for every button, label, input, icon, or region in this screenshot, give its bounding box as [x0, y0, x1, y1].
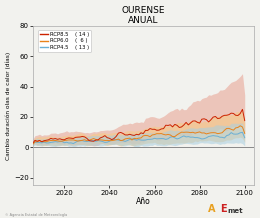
Text: A: A [208, 204, 216, 214]
X-axis label: Año: Año [136, 197, 151, 206]
Title: OURENSE
ANUAL: OURENSE ANUAL [121, 5, 165, 25]
Text: © Agencia Estatal de Meteorología: © Agencia Estatal de Meteorología [5, 213, 67, 217]
Y-axis label: Cambio duración olas de calor (días): Cambio duración olas de calor (días) [5, 51, 11, 160]
Legend: RCP8.5    ( 14 ), RCP6.0    (  6 ), RCP4.5    ( 13 ): RCP8.5 ( 14 ), RCP6.0 ( 6 ), RCP4.5 ( 13… [38, 30, 91, 52]
Text: E: E [220, 204, 226, 214]
Text: met: met [228, 208, 243, 214]
